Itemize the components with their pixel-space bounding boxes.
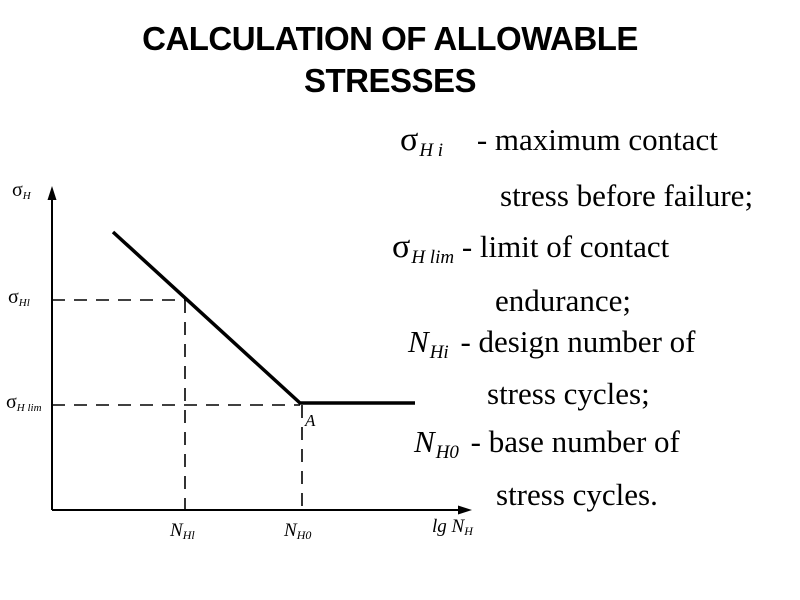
definition-n-h0: NH0 - base number of bbox=[414, 424, 680, 471]
definition-text: stress cycles; bbox=[487, 376, 650, 411]
symbol-sigma-hi: σH i bbox=[400, 121, 444, 162]
symbol-n-h0: NH0 bbox=[414, 424, 459, 463]
x-tick-n-hl: NHl bbox=[169, 520, 195, 542]
x-axis-label: lg NH bbox=[432, 516, 474, 538]
definition-n-hi-cont: stress cycles; bbox=[487, 376, 650, 412]
point-a-label: A bbox=[304, 411, 316, 430]
definition-text: - base number of bbox=[470, 424, 680, 459]
definition-text: - design number of bbox=[460, 324, 696, 359]
definition-sigma-hi-cont: stress before failure; bbox=[500, 178, 753, 214]
y-tick-sigma-hlim: σH lim bbox=[6, 391, 42, 414]
definition-n-hi: NHi - design number of bbox=[408, 324, 695, 371]
definition-text: - limit of contact bbox=[461, 229, 670, 264]
definition-sigma-hi: σH i - maximum contact bbox=[400, 122, 718, 169]
definition-sigma-hlim: σH lim - limit of contact bbox=[392, 229, 669, 276]
definition-n-h0-cont: stress cycles. bbox=[496, 477, 658, 513]
definition-text: stress cycles. bbox=[496, 477, 658, 512]
title-line-2: STRESSES bbox=[303, 62, 477, 99]
x-tick-n-h0: NH0 bbox=[283, 520, 311, 542]
definition-text: - maximum contact bbox=[476, 122, 718, 157]
y-axis-label: σH bbox=[12, 179, 32, 202]
definition-sigma-hlim-cont: endurance; bbox=[495, 283, 631, 319]
x-axis-arrow bbox=[458, 505, 472, 515]
fatigue-curve bbox=[111, 230, 415, 405]
symbol-sigma-hlim: σH lim bbox=[392, 228, 455, 269]
definition-text: endurance; bbox=[495, 283, 631, 318]
symbol-n-hi: NHi bbox=[408, 324, 449, 363]
definition-text: stress before failure; bbox=[500, 178, 754, 213]
title-line-1: CALCULATION OF ALLOWABLE bbox=[142, 20, 638, 57]
y-axis-arrow bbox=[47, 186, 57, 200]
page-title: CALCULATION OF ALLOWABLE STRESSES bbox=[0, 18, 780, 102]
y-tick-sigma-hl: σHl bbox=[8, 286, 30, 309]
